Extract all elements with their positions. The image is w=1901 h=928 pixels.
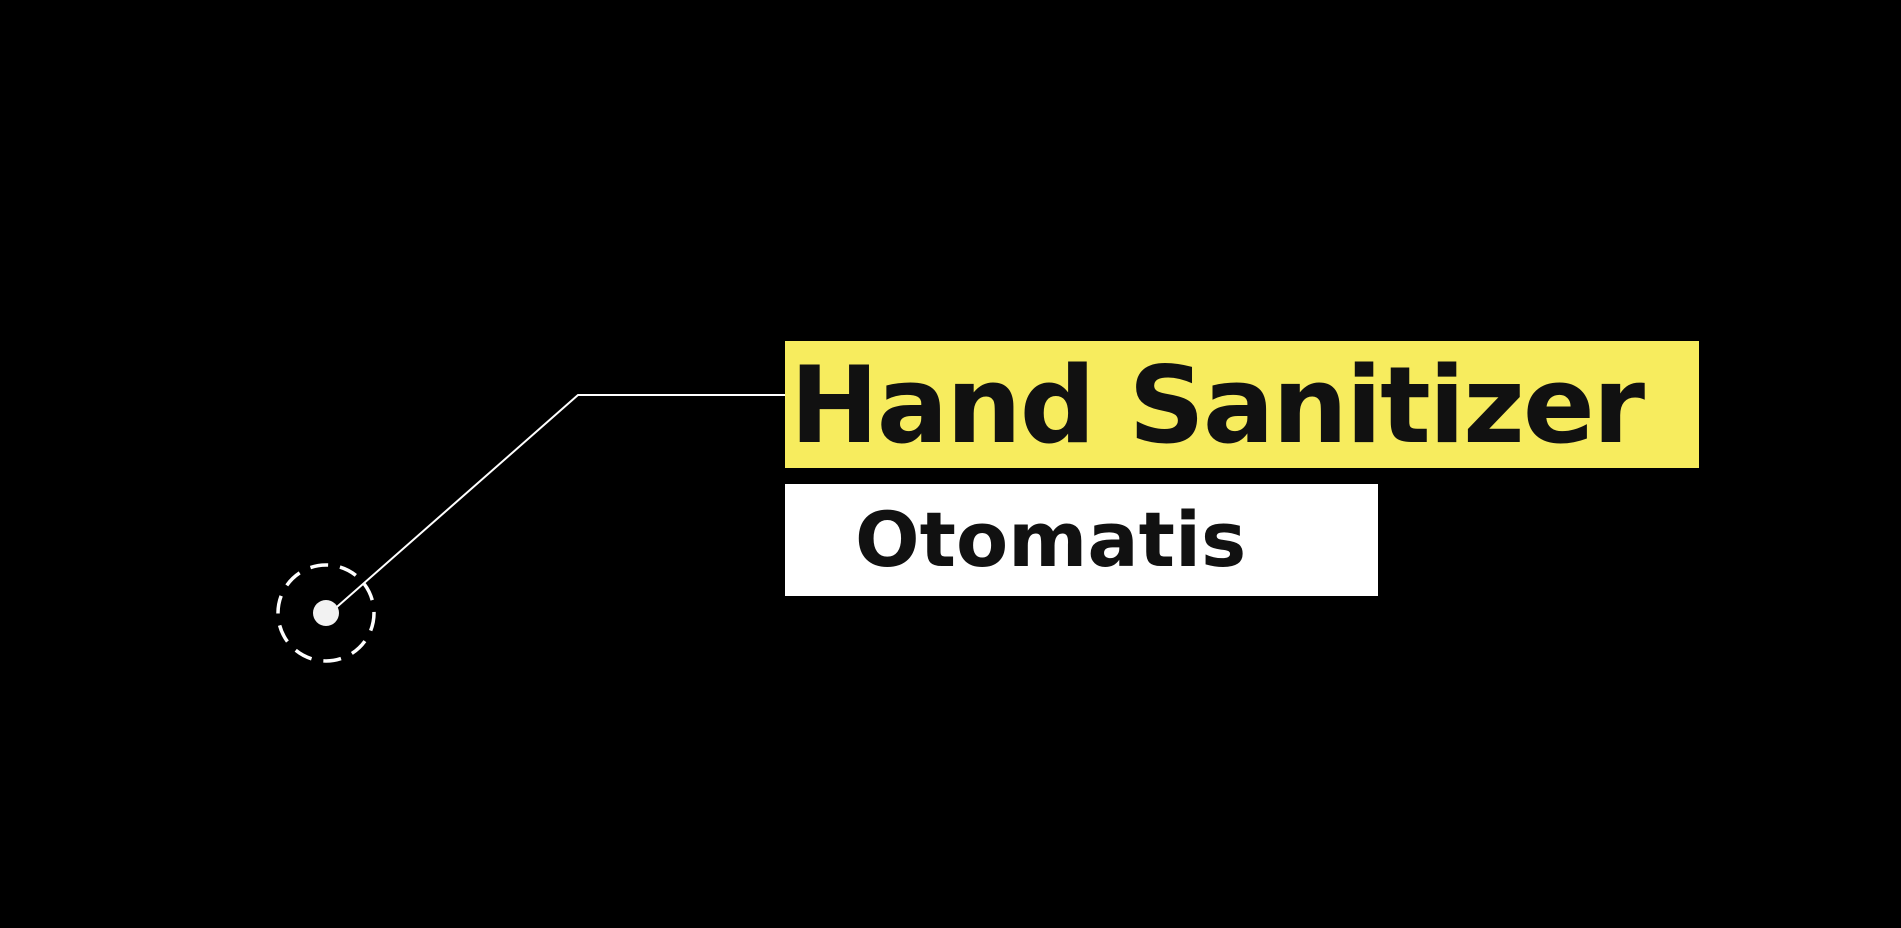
callout-leader-line [329, 394, 785, 614]
title-text: Hand Sanitizer [790, 344, 1645, 467]
callout-anchor-dot [313, 600, 339, 626]
subtitle-text: Otomatis [855, 495, 1247, 584]
subtitle-box [785, 484, 1378, 596]
title-highlight-box [785, 341, 1699, 468]
callout-dashed-ring [276, 563, 376, 663]
